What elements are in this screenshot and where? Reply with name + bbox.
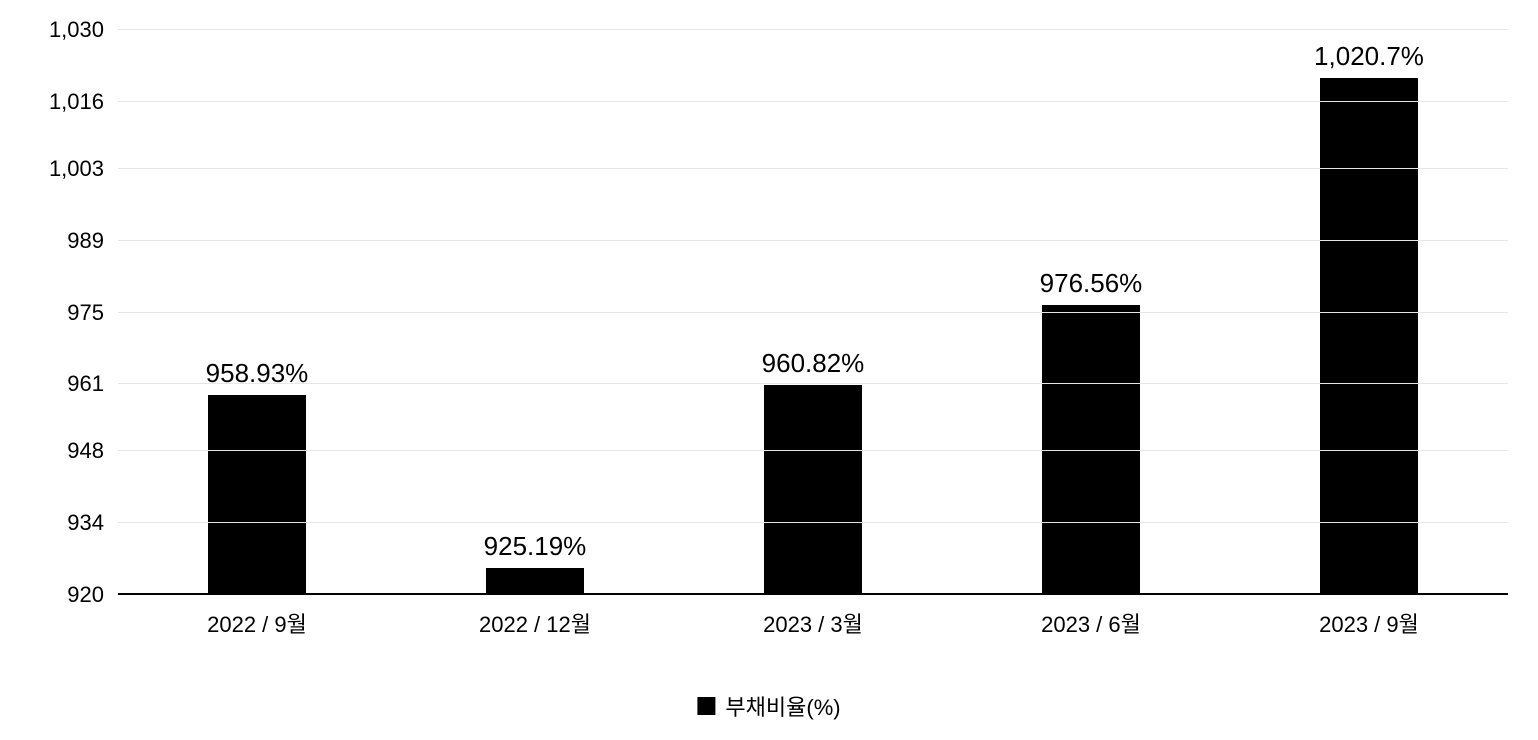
bar: 925.19% — [486, 568, 583, 595]
bar-slot: 976.56%2023 / 6월 — [952, 30, 1230, 595]
bars-group: 958.93%2022 / 9월925.19%2022 / 12월960.82%… — [118, 30, 1508, 595]
bar: 1,020.7% — [1320, 78, 1417, 595]
gridline — [118, 312, 1508, 313]
bar-slot: 1,020.7%2023 / 9월 — [1230, 30, 1508, 595]
y-tick-label: 934 — [67, 510, 104, 536]
y-tick-label: 1,016 — [49, 89, 104, 115]
x-tick-label: 2023 / 3월 — [763, 607, 863, 639]
y-tick-label: 975 — [67, 300, 104, 326]
bar: 960.82% — [764, 385, 861, 595]
x-tick-label: 2022 / 12월 — [479, 607, 591, 639]
y-tick-label: 920 — [67, 582, 104, 608]
gridline — [118, 240, 1508, 241]
bar-slot: 958.93%2022 / 9월 — [118, 30, 396, 595]
x-tick-label: 2022 / 9월 — [207, 607, 307, 639]
gridline — [118, 29, 1508, 30]
bar-slot: 925.19%2022 / 12월 — [396, 30, 674, 595]
y-tick-label: 989 — [67, 228, 104, 254]
bar-value-label: 976.56% — [1040, 268, 1143, 299]
chart-legend: 부채비율(%) — [697, 690, 840, 722]
debt-ratio-bar-chart: 958.93%2022 / 9월925.19%2022 / 12월960.82%… — [0, 0, 1538, 740]
gridline — [118, 522, 1508, 523]
legend-swatch — [697, 697, 715, 715]
gridline — [118, 450, 1508, 451]
legend-label: 부채비율(%) — [725, 690, 840, 722]
bar-value-label: 960.82% — [762, 348, 865, 379]
x-tick-label: 2023 / 9월 — [1319, 607, 1419, 639]
bar-slot: 960.82%2023 / 3월 — [674, 30, 952, 595]
bar-value-label: 925.19% — [484, 531, 587, 562]
gridline — [118, 168, 1508, 169]
bar-value-label: 1,020.7% — [1314, 41, 1424, 72]
bar: 958.93% — [208, 395, 305, 595]
gridline — [118, 101, 1508, 102]
plot-area: 958.93%2022 / 9월925.19%2022 / 12월960.82%… — [118, 30, 1508, 595]
y-tick-label: 1,003 — [49, 156, 104, 182]
y-tick-label: 961 — [67, 371, 104, 397]
y-tick-label: 948 — [67, 438, 104, 464]
y-tick-label: 1,030 — [49, 17, 104, 43]
x-tick-label: 2023 / 6월 — [1041, 607, 1141, 639]
gridline — [118, 383, 1508, 384]
x-axis-baseline — [118, 593, 1508, 595]
